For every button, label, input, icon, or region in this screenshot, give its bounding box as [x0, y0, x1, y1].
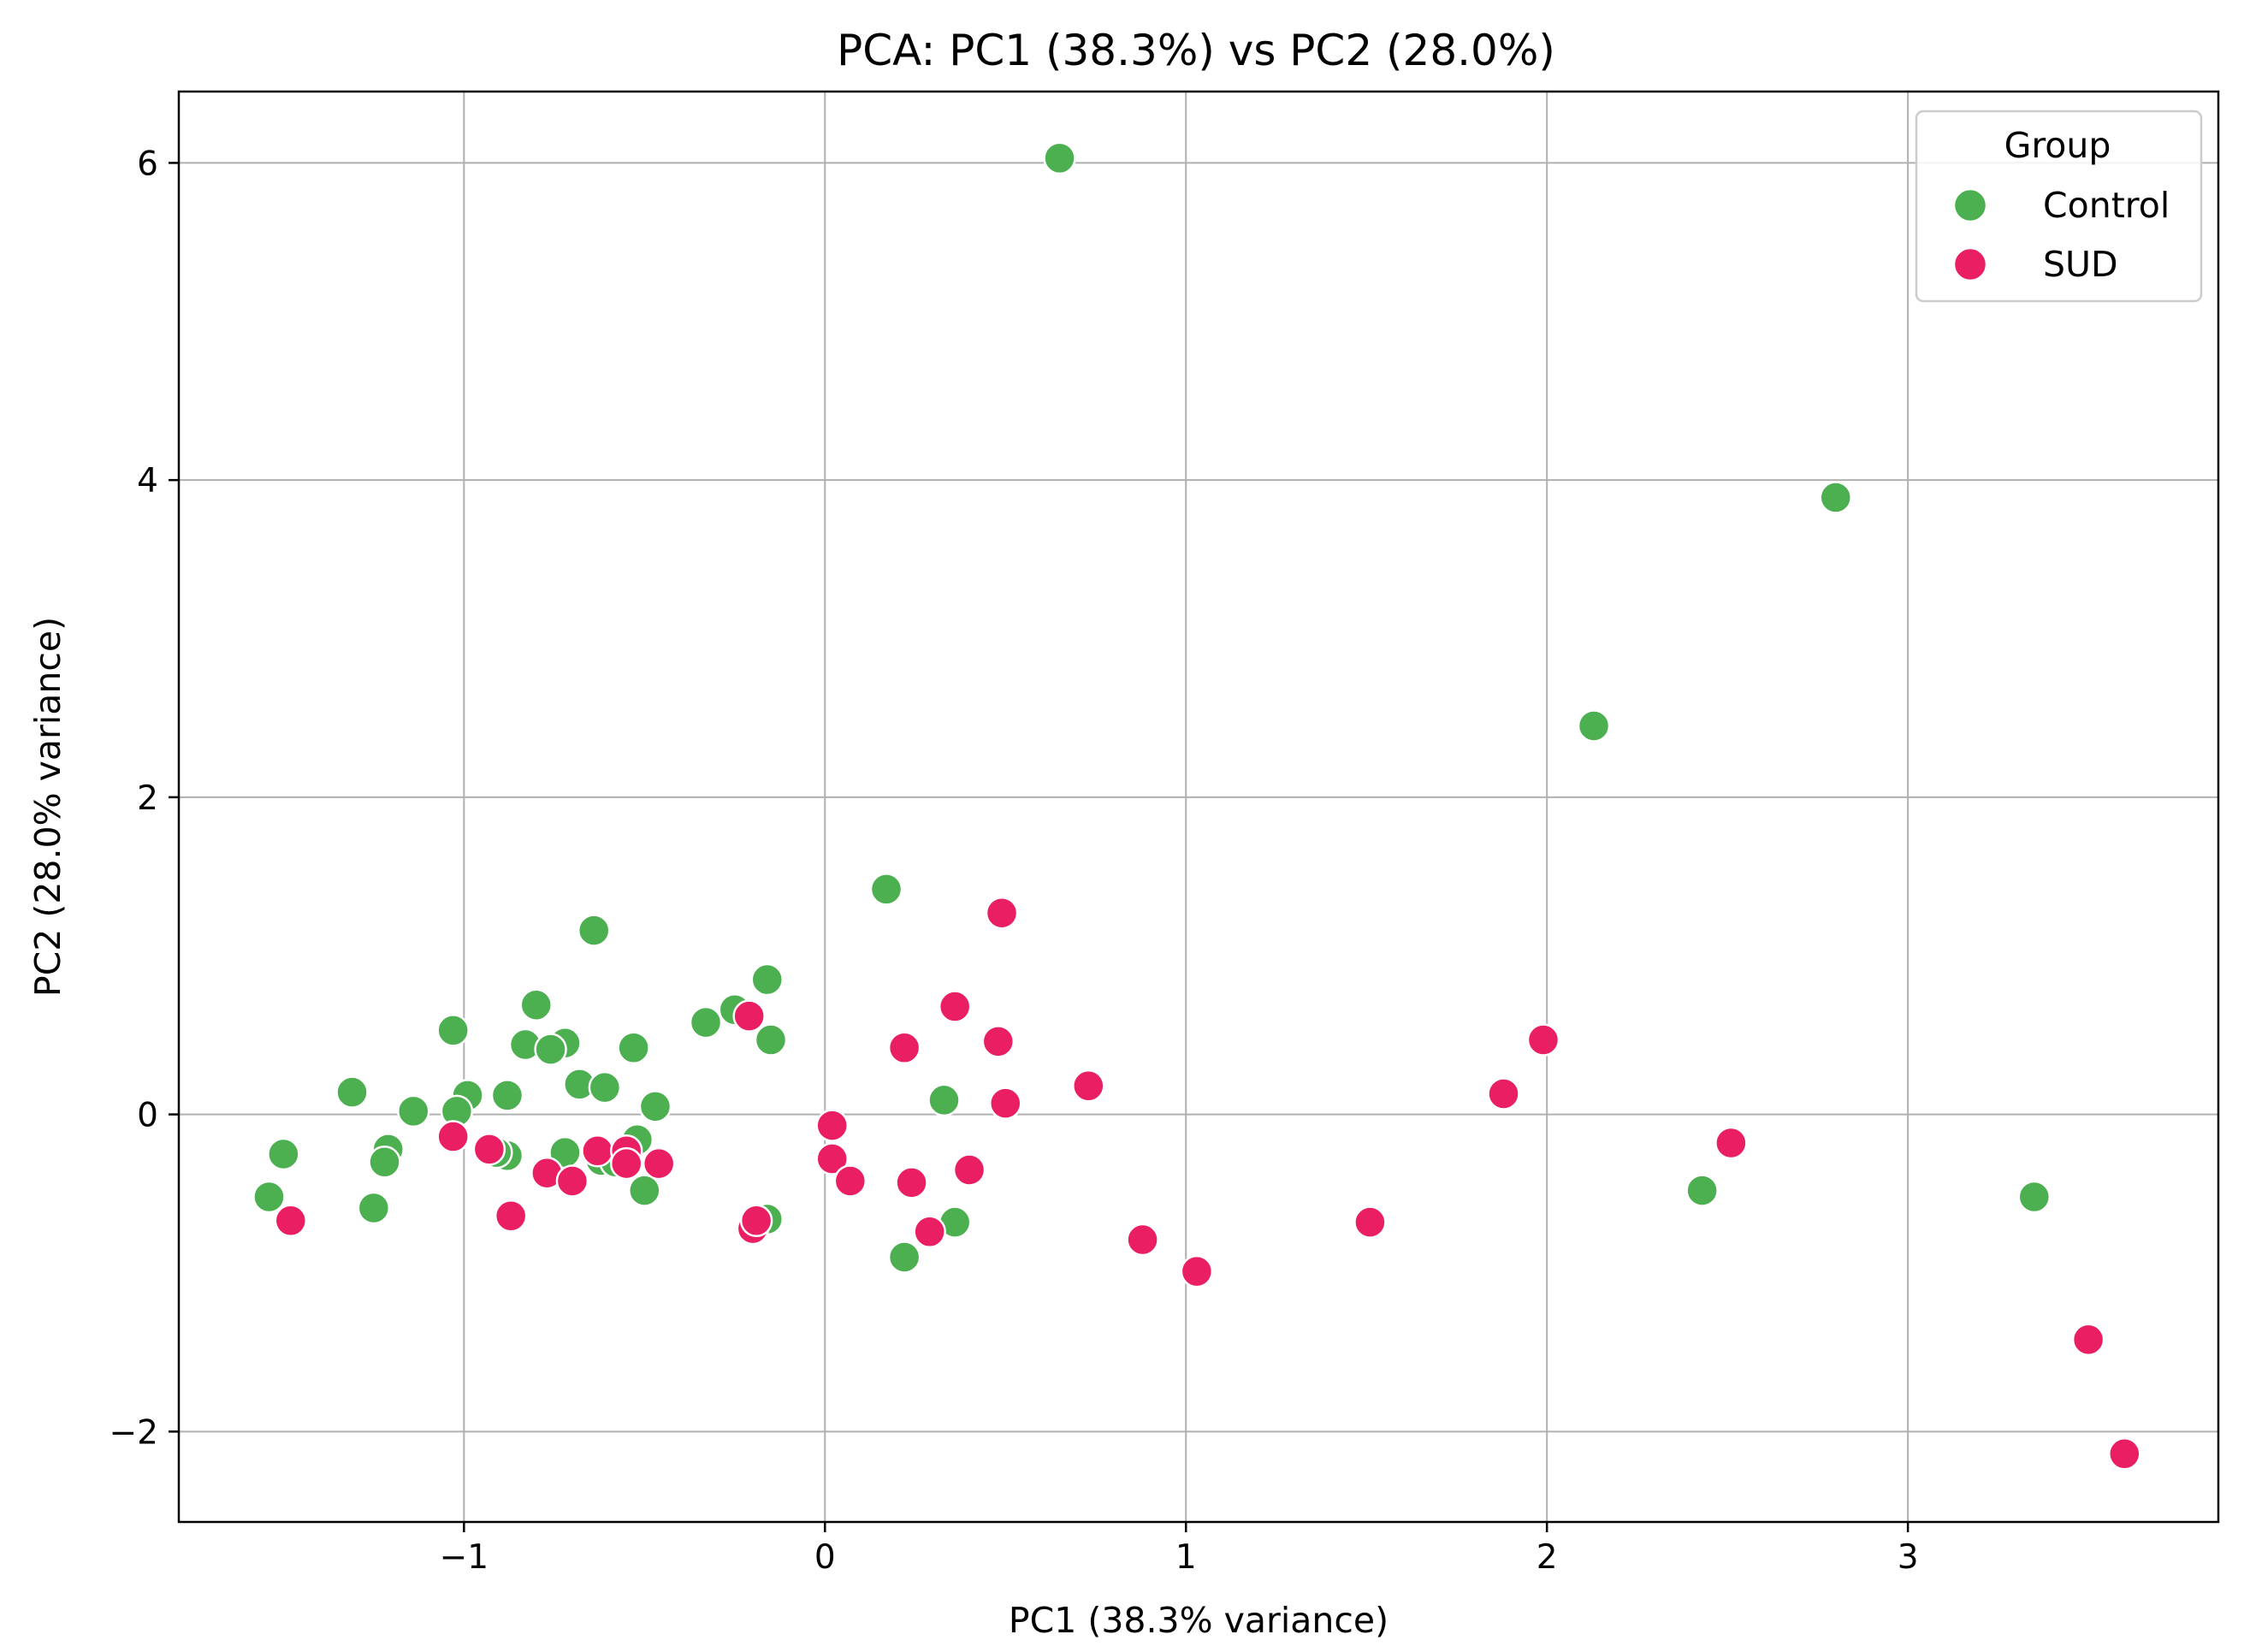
point-control — [887, 1240, 921, 1274]
point-control — [588, 1070, 622, 1104]
y-axis-title: PC2 (28.0% variance) — [27, 617, 68, 997]
point-sud — [436, 1120, 470, 1153]
point-sud — [494, 1199, 528, 1233]
grid-lines — [179, 92, 2218, 1522]
legend-label-control: Control — [2043, 185, 2170, 226]
legend-title: Group — [2004, 125, 2111, 166]
axis-ticks: −1 0 1 2 3 −2 0 2 4 6 — [110, 145, 1919, 1577]
x-tick-label: 0 — [814, 1538, 836, 1577]
point-control — [252, 1180, 286, 1214]
plot-frame — [177, 90, 2220, 1524]
point-sud — [642, 1146, 676, 1181]
point-sud — [981, 1025, 1015, 1058]
point-sud — [833, 1164, 867, 1198]
point-control — [534, 1033, 567, 1066]
point-sud — [989, 1087, 1022, 1120]
point-sud — [952, 1153, 986, 1187]
point-sud — [1180, 1254, 1214, 1288]
point-sud — [985, 896, 1019, 930]
y-tick-label: 2 — [137, 779, 158, 818]
point-control — [1685, 1174, 1719, 1207]
point-sud — [1353, 1205, 1387, 1239]
point-sud — [739, 1204, 773, 1238]
point-control — [638, 1090, 672, 1123]
point-control — [519, 988, 553, 1021]
point-control — [436, 1014, 470, 1047]
point-sud — [1126, 1223, 1159, 1257]
point-sud — [1487, 1077, 1520, 1110]
x-tick-label: −1 — [440, 1538, 489, 1577]
y-tick-label: 6 — [137, 145, 158, 183]
point-control — [397, 1094, 430, 1128]
point-control — [267, 1137, 300, 1171]
point-control — [1577, 709, 1611, 743]
point-sud — [815, 1109, 849, 1142]
point-sud — [1072, 1069, 1105, 1103]
point-sud — [581, 1134, 614, 1168]
scatter-points — [252, 141, 2141, 1471]
point-control — [2017, 1180, 2052, 1214]
x-tick-label: 1 — [1175, 1538, 1197, 1577]
point-sud — [274, 1204, 308, 1238]
point-control — [617, 1031, 650, 1065]
point-sud — [1526, 1023, 1560, 1057]
point-control — [750, 962, 785, 997]
point-control — [689, 1005, 723, 1039]
point-control — [577, 914, 611, 947]
point-control — [754, 1023, 788, 1057]
y-tick-label: −2 — [110, 1413, 159, 1452]
point-control — [357, 1191, 391, 1225]
point-control — [1819, 481, 1852, 514]
point-control — [927, 1083, 961, 1117]
point-sud — [2108, 1437, 2141, 1471]
y-tick-label: 4 — [137, 462, 158, 500]
point-sud — [913, 1215, 946, 1249]
point-control — [368, 1145, 401, 1179]
x-axis-title: PC1 (38.3% variance) — [1009, 1600, 1388, 1641]
x-tick-label: 3 — [1898, 1538, 1919, 1577]
point-sud — [609, 1146, 643, 1181]
legend: Group Control SUD — [1915, 110, 2203, 303]
point-control — [1043, 141, 1076, 175]
legend-box — [1915, 110, 2203, 303]
point-control — [869, 873, 903, 906]
point-control — [490, 1079, 524, 1112]
point-sud — [895, 1166, 928, 1199]
point-sud — [2071, 1323, 2105, 1357]
legend-marker-control — [1952, 187, 1988, 223]
legend-label-sud: SUD — [2043, 244, 2118, 285]
point-sud — [555, 1164, 589, 1198]
point-control — [335, 1075, 369, 1109]
point-sud — [815, 1142, 849, 1175]
point-sud — [732, 999, 766, 1033]
point-sud — [887, 1031, 921, 1065]
point-sud — [938, 990, 972, 1023]
point-control — [628, 1174, 661, 1207]
x-tick-label: 2 — [1537, 1538, 1558, 1577]
point-sud — [1714, 1126, 1748, 1160]
legend-marker-sud — [1952, 246, 1988, 282]
point-sud — [472, 1133, 506, 1166]
chart-title: PCA: PC1 (38.3%) vs PC2 (28.0%) — [837, 26, 1555, 75]
y-tick-label: 0 — [137, 1097, 158, 1135]
